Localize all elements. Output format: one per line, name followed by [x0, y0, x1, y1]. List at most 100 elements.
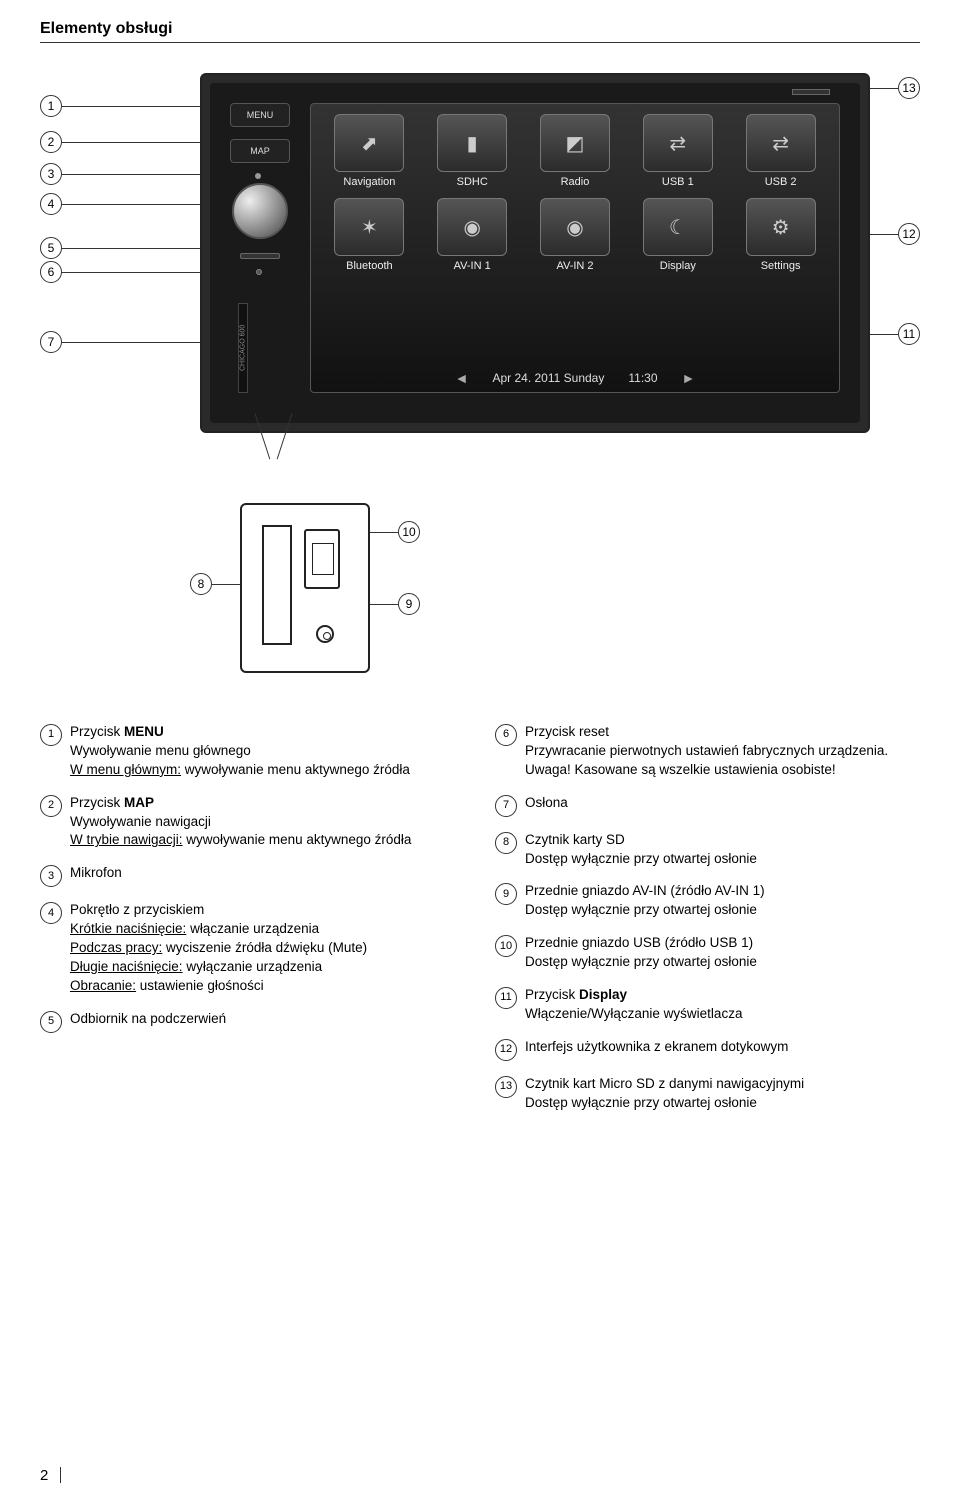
page-title: Elementy obsługi [40, 20, 920, 43]
callout-11: 11 [898, 323, 920, 345]
usb-icon: ⇄ [746, 114, 816, 172]
text: ustawienie głośności [136, 978, 264, 993]
app-label: Navigation [343, 176, 395, 188]
callout-3: 3 [40, 163, 62, 185]
app-radio: ◩ Radio [531, 114, 620, 188]
leader-2 [62, 142, 220, 143]
app-settings: ⚙ Settings [736, 198, 825, 272]
sd-icon: ▮ [437, 114, 507, 172]
legend-num: 9 [495, 883, 517, 905]
device-frame: MENU MAP CHICAGO 600 ⬈Navigation ▮SDHC ◩… [200, 73, 870, 433]
volume-knob [232, 183, 288, 239]
app-label: Radio [561, 176, 590, 188]
text: Dostęp wyłącznie przy otwartej osłonie [525, 901, 765, 920]
text: wyłączanie urządzenia [183, 959, 323, 974]
text: Display [579, 987, 627, 1002]
reset-pin-icon [256, 269, 262, 275]
display-icon: ☾ [643, 198, 713, 256]
legend-item-6: 6 Przycisk reset Przywracanie pierwotnyc… [495, 723, 920, 780]
text: Przycisk reset [525, 723, 888, 742]
callout-7: 7 [40, 331, 62, 353]
usb-icon: ⇄ [643, 114, 713, 172]
callout-13: 13 [898, 77, 920, 99]
legend-num: 7 [495, 795, 517, 817]
text: MENU [124, 724, 164, 739]
app-label: Bluetooth [346, 260, 392, 272]
radio-icon: ◩ [540, 114, 610, 172]
legend-num: 11 [495, 987, 517, 1009]
text: Krótkie naciśnięcie: [70, 921, 186, 936]
microphone-icon [255, 173, 261, 179]
navigation-icon: ⬈ [334, 114, 404, 172]
front-cover-detail [240, 503, 370, 673]
app-row-1: ⬈Navigation ▮SDHC ◩Radio ⇄USB 1 ⇄USB 2 [325, 114, 825, 188]
usb-slot-icon [304, 529, 340, 589]
callout-5: 5 [40, 237, 62, 259]
text: Dostęp wyłącznie przy otwartej osłonie [525, 1094, 804, 1113]
callout-12: 12 [898, 223, 920, 245]
app-label: AV-IN 1 [454, 260, 491, 272]
text: Czytnik kart Micro SD z danymi nawigacyj… [525, 1075, 804, 1094]
map-button: MAP [230, 139, 290, 163]
status-date: Apr 24. 2011 Sunday [492, 371, 604, 385]
ir-receiver-icon [240, 253, 280, 259]
text: MAP [124, 795, 154, 810]
text: Przywracanie pierwotnych ustawień fabryc… [525, 742, 888, 761]
page-number-value: 2 [40, 1467, 48, 1484]
legend-item-13: 13 Czytnik kart Micro SD z danymi nawiga… [495, 1075, 920, 1113]
legend-num: 12 [495, 1039, 517, 1061]
app-label: Settings [761, 260, 801, 272]
legend-item-1: 1 Przycisk MENU Wywoływanie menu główneg… [40, 723, 465, 780]
callout-9: 9 [398, 593, 420, 615]
text: Interfejs użytkownika z ekranem dotykowy… [525, 1038, 788, 1061]
legend-item-5: 5 Odbiornik na podczerwień [40, 1010, 465, 1033]
app-label: AV-IN 2 [556, 260, 593, 272]
text: Podczas pracy: [70, 940, 162, 955]
app-avin2: ◉AV-IN 2 [531, 198, 620, 272]
legend-item-8: 8 Czytnik karty SD Dostęp wyłącznie przy… [495, 831, 920, 869]
text: wywoływanie menu aktywnego źródła [181, 762, 410, 777]
brand-label: CHICAGO 600 [238, 303, 248, 393]
text: W menu głównym: [70, 762, 181, 777]
text: Uwaga! Kasowane są wszelkie ustawienia o… [525, 761, 888, 780]
legend-num: 8 [495, 832, 517, 854]
text: Włączenie/Wyłączanie wyświetlacza [525, 1005, 742, 1024]
legend-item-4: 4 Pokrętło z przyciskiem Krótkie naciśni… [40, 901, 465, 995]
text: Przycisk [70, 724, 124, 739]
status-bar: ◄ Apr 24. 2011 Sunday 11:30 ► [325, 370, 825, 386]
app-bluetooth: ✶ Bluetooth [325, 198, 414, 272]
callout-8: 8 [190, 573, 212, 595]
legend-num: 13 [495, 1076, 517, 1098]
legend-right-column: 6 Przycisk reset Przywracanie pierwotnyc… [495, 723, 920, 1127]
text: W trybie nawigacji: [70, 832, 183, 847]
callout-4: 4 [40, 193, 62, 215]
text: Przednie gniazdo AV-IN (źródło AV-IN 1) [525, 882, 765, 901]
legend-num: 5 [40, 1011, 62, 1033]
legend-item-2: 2 Przycisk MAP Wywoływanie nawigacji W t… [40, 794, 465, 851]
status-time: 11:30 [628, 371, 657, 385]
text: Wywoływanie nawigacji [70, 813, 411, 832]
device-diagram: 1 2 3 4 5 6 7 13 12 11 8 10 9 MENU MAP C… [40, 73, 920, 693]
text: Dostęp wyłącznie przy otwartej osłonie [525, 850, 757, 869]
legend-item-11: 11 Przycisk Display Włączenie/Wyłączanie… [495, 986, 920, 1024]
text: włączanie urządzenia [186, 921, 319, 936]
next-arrow-icon: ► [682, 370, 696, 386]
text: Przycisk [525, 987, 579, 1002]
prev-arrow-icon: ◄ [455, 370, 469, 386]
legend-left-column: 1 Przycisk MENU Wywoływanie menu główneg… [40, 723, 465, 1127]
app-label: SDHC [457, 176, 488, 188]
text: wywoływanie menu aktywnego źródła [183, 832, 412, 847]
legend: 1 Przycisk MENU Wywoływanie menu główneg… [40, 723, 920, 1127]
legend-num: 3 [40, 865, 62, 887]
text: Mikrofon [70, 864, 122, 887]
gear-icon: ⚙ [746, 198, 816, 256]
leader-1 [62, 106, 220, 107]
app-label: Display [660, 260, 696, 272]
app-avin1: ◉AV-IN 1 [428, 198, 517, 272]
bluetooth-icon: ✶ [334, 198, 404, 256]
touchscreen: ⬈Navigation ▮SDHC ◩Radio ⇄USB 1 ⇄USB 2 ✶… [310, 103, 840, 393]
text: Przednie gniazdo USB (źródło USB 1) [525, 934, 757, 953]
legend-num: 10 [495, 935, 517, 957]
legend-num: 2 [40, 795, 62, 817]
callout-1: 1 [40, 95, 62, 117]
